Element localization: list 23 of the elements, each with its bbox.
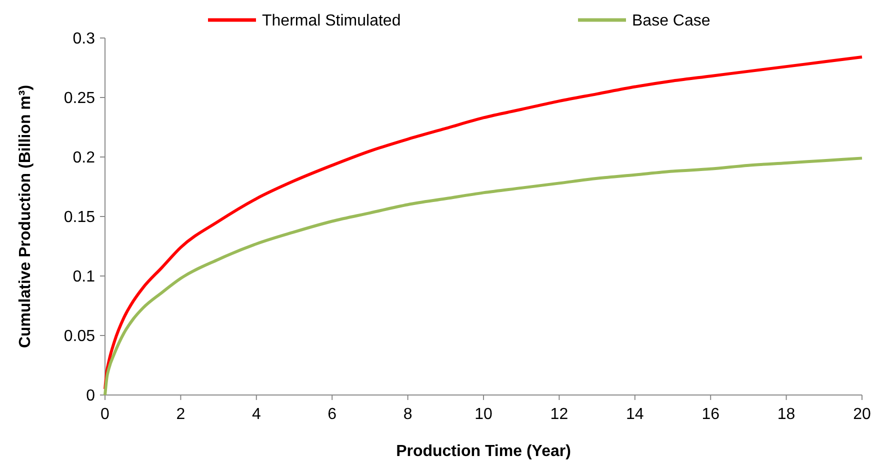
x-tick-label: 0 — [100, 406, 110, 423]
x-tick-label: 12 — [550, 406, 568, 423]
x-tick-label: 16 — [702, 406, 720, 423]
x-tick-label: 18 — [777, 406, 796, 423]
y-tick-label: 0.25 — [64, 90, 96, 108]
x-tick-label: 4 — [252, 406, 261, 423]
x-tick-label: 10 — [474, 406, 492, 423]
x-tick-label: 8 — [403, 406, 412, 423]
x-tick-label: 14 — [626, 406, 644, 423]
x-tick-label: 6 — [328, 406, 337, 423]
y-tick-label: 0 — [86, 388, 96, 405]
x-tick-label: 20 — [853, 406, 871, 423]
y-tick-label: 0.2 — [72, 150, 96, 167]
line-series — [104, 56, 864, 391]
x-axis-title: Production Time (Year) — [396, 443, 571, 460]
y-tick-label: 0.1 — [72, 268, 96, 286]
y-tick-label: 0.05 — [64, 328, 96, 346]
y-tick-label: 0.15 — [64, 209, 96, 226]
y-tick-label: 0.3 — [72, 30, 96, 48]
legend-label: Base Case — [632, 12, 710, 30]
x-tick-label: 2 — [176, 406, 186, 423]
legend-label: Thermal Stimulated — [262, 12, 401, 30]
y-axis-title: Cumulative Production (Billion m³) — [17, 84, 34, 348]
